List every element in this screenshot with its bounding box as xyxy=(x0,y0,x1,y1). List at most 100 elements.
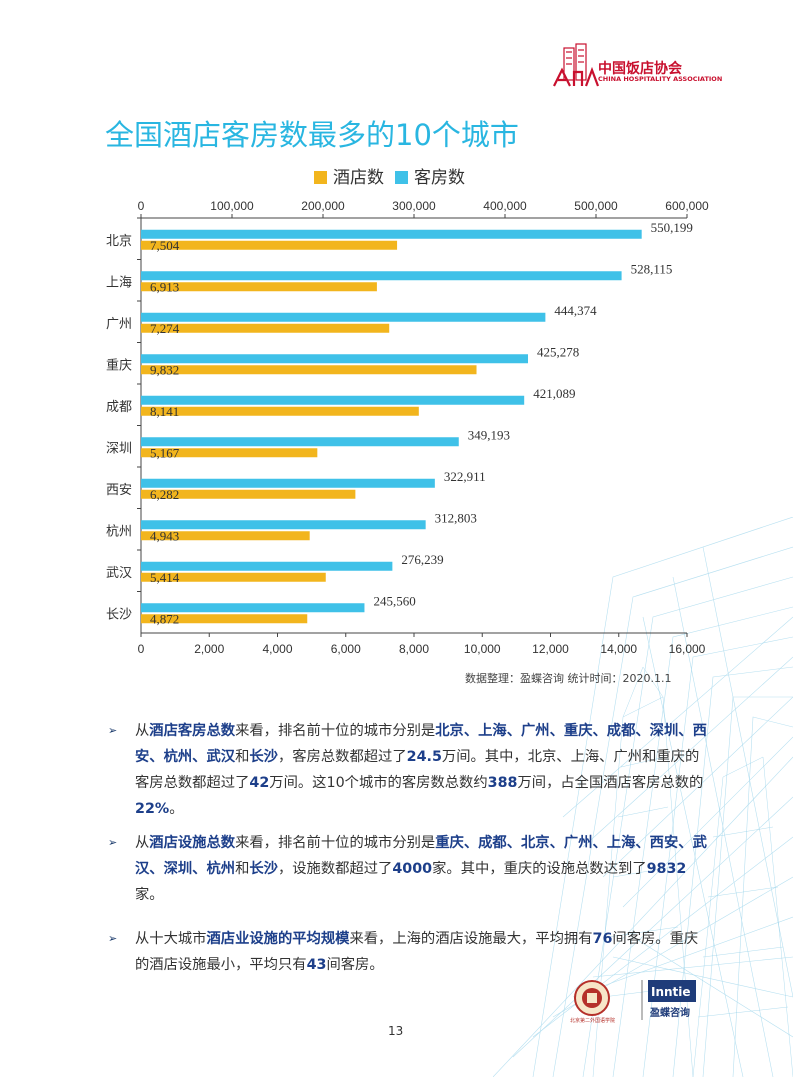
highlight-text: 长沙 xyxy=(249,749,278,765)
bullet-text-run: 万间。其中，北京、上海、广州和重庆的客房总数都超过了 xyxy=(135,749,700,791)
bar-rooms xyxy=(141,395,525,405)
highlight-text: 9832 xyxy=(646,861,687,877)
hotels-value-label: 8,141 xyxy=(150,404,179,419)
rooms-value-label: 425,278 xyxy=(537,344,579,359)
bar-hotels xyxy=(141,448,318,458)
bar-rooms xyxy=(141,478,435,488)
bar-rooms xyxy=(141,561,393,571)
bullet-text-run: 来看，上海的酒店设施最大，平均拥有 xyxy=(349,931,593,947)
bullet-text-run: ，客房总数都超过了 xyxy=(277,749,407,765)
association-name-en: CHINA HOSPITALITY ASSOCIATION xyxy=(598,75,723,83)
bar-rooms xyxy=(141,603,365,613)
page-title: 全国酒店客房数最多的10个城市 xyxy=(105,118,519,152)
bar-chart: 酒店数 客房数 0 100,000 200,000 300,000 400,000 500,0… xyxy=(106,168,709,656)
bar-hotels xyxy=(141,572,326,582)
bullet-text-run: 。 xyxy=(169,801,184,817)
top-axis-tick-label: 600,000 xyxy=(665,199,709,213)
bullet-item-rooms: ➢ 从酒店客房总数来看，排名前十位的城市分别是北京、上海、广州、重庆、成都、深圳… xyxy=(108,718,708,822)
category-label: 上海 xyxy=(106,274,132,289)
category-label: 成都 xyxy=(106,399,132,414)
rooms-value-label: 421,089 xyxy=(533,386,575,401)
highlight-text: 酒店客房总数 xyxy=(149,723,236,739)
hotels-value-label: 4,872 xyxy=(150,611,179,626)
bullet-text-run: ，设施数都超过了 xyxy=(277,861,393,877)
category-label: 北京 xyxy=(106,233,132,248)
bottom-axis-tick-label: 14,000 xyxy=(600,642,637,656)
hotels-value-label: 5,167 xyxy=(150,445,180,460)
bottom-axis-tick-label: 6,000 xyxy=(331,642,361,656)
highlight-text: 重庆、成都、北京、广州、上海、西安、武汉、深圳、杭州 xyxy=(135,835,707,877)
bottom-axis-tick-label: 12,000 xyxy=(532,642,569,656)
top-axis-tick-label: 100,000 xyxy=(210,199,254,213)
legend-swatch-rooms xyxy=(395,171,408,184)
highlight-text: 24.5 xyxy=(406,749,442,765)
rooms-value-label: 276,239 xyxy=(401,552,443,567)
bottom-axis-tick-label: 4,000 xyxy=(262,642,292,656)
bullet-text-run: 万间，占全国酒店客房总数的 xyxy=(517,775,704,791)
association-name: 中国饭店协会 xyxy=(598,61,682,77)
rooms-value-label: 245,560 xyxy=(373,593,415,608)
bullet-item-average-scale: ➢ 从十大城市酒店业设施的平均规模来看，上海的酒店设施最大，平均拥有76间客房。… xyxy=(108,926,708,978)
bar-hotels xyxy=(141,240,398,250)
rooms-value-label: 528,115 xyxy=(631,261,673,276)
bar-hotels xyxy=(141,282,377,292)
bullet-text-run: 家。 xyxy=(135,887,164,903)
highlight-text: 长沙 xyxy=(249,861,278,877)
hotels-value-label: 6,282 xyxy=(150,487,179,502)
legend-swatch-hotels xyxy=(314,171,327,184)
bullet-text: 从酒店客房总数来看，排名前十位的城市分别是北京、上海、广州、重庆、成都、深圳、西… xyxy=(135,718,708,822)
bar-rooms xyxy=(141,229,642,239)
highlight-text: 388 xyxy=(487,775,518,791)
bullet-text-run: 家。其中，重庆的设施总数达到了 xyxy=(432,861,647,877)
rooms-value-label: 444,374 xyxy=(554,303,597,318)
bar-rooms xyxy=(141,271,622,281)
bar-rooms xyxy=(141,437,459,447)
highlight-text: 4000 xyxy=(392,861,433,877)
hotels-value-label: 5,414 xyxy=(150,570,180,585)
bar-hotels xyxy=(141,531,310,541)
bottom-axis-tick-label: 16,000 xyxy=(669,642,706,656)
category-label: 杭州 xyxy=(106,523,132,538)
rooms-value-label: 349,193 xyxy=(468,427,510,442)
category-label: 西安 xyxy=(106,482,132,497)
bottom-axis-tick-label: 10,000 xyxy=(464,642,501,656)
hotels-value-label: 9,832 xyxy=(150,362,179,377)
bullet-text: 从酒店设施总数来看，排名前十位的城市分别是重庆、成都、北京、广州、上海、西安、武… xyxy=(135,830,708,908)
bullet-text-run: 来看，排名前十位的城市分别是 xyxy=(235,835,436,851)
bar-hotels xyxy=(141,406,419,416)
rooms-value-label: 312,803 xyxy=(435,510,477,525)
highlight-text: 76 xyxy=(592,931,613,947)
bullet-text-run: 来看，排名前十位的城市分别是 xyxy=(235,723,436,739)
bottom-axis-tick-label: 8,000 xyxy=(399,642,429,656)
category-label: 广州 xyxy=(106,316,132,331)
category-label: 重庆 xyxy=(106,357,132,372)
bullet-arrow-icon: ➢ xyxy=(108,724,118,737)
category-label: 长沙 xyxy=(106,606,132,621)
hotels-value-label: 7,274 xyxy=(150,321,180,336)
bullet-arrow-icon: ➢ xyxy=(108,836,118,849)
page-number: 13 xyxy=(388,1024,404,1038)
bullet-text-run: 间客房。重庆的酒店设施最小，平均只有 xyxy=(135,931,699,973)
category-label: 深圳 xyxy=(106,440,132,455)
highlight-text: 酒店设施总数 xyxy=(149,835,236,851)
footer-logos: 北京第二外国语学院 Inntie 盈蝶咨询 xyxy=(570,980,696,1024)
bar-rooms xyxy=(141,354,529,364)
bar-hotels xyxy=(141,614,308,624)
bullet-text-run: 和 xyxy=(235,861,250,877)
rooms-value-label: 322,911 xyxy=(444,469,486,484)
bottom-axis-tick-label: 0 xyxy=(138,642,145,656)
source-note: 数据整理：盈蝶咨询 统计时间：2020.1.1 xyxy=(465,672,672,685)
hotels-value-label: 7,504 xyxy=(150,238,180,253)
hotels-value-label: 6,913 xyxy=(150,279,179,294)
highlight-text: 43 xyxy=(306,957,327,973)
bar-rooms xyxy=(141,312,546,322)
top-axis-tick-label: 0 xyxy=(138,199,145,213)
inntie-brand-cn: 盈蝶咨询 xyxy=(649,1006,690,1019)
association-logo-icon xyxy=(553,43,600,87)
category-label: 武汉 xyxy=(106,565,132,580)
highlight-text: 北京、上海、广州、重庆、成都、深圳、西安、杭州、武汉 xyxy=(135,723,707,765)
top-axis-tick-label: 300,000 xyxy=(392,199,436,213)
bar-hotels xyxy=(141,323,390,333)
bullet-text-run: 间客房。 xyxy=(326,957,384,973)
university-caption: 北京第二外国语学院 xyxy=(570,1017,615,1024)
